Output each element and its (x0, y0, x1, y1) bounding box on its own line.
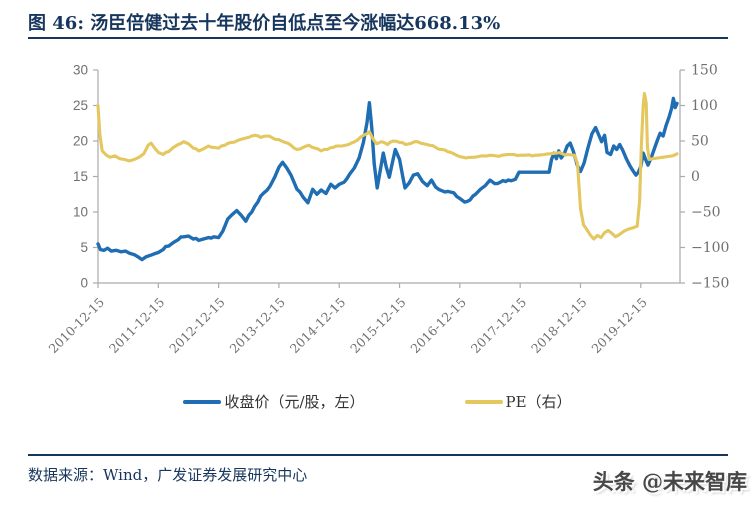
legend-label-close-price: 收盘价（元/股，左） (224, 393, 365, 411)
svg-text:5: 5 (80, 240, 88, 255)
svg-text:0: 0 (80, 276, 88, 291)
svg-text:25: 25 (73, 98, 88, 113)
svg-text:100: 100 (691, 98, 718, 114)
svg-text:2017-12-15: 2017-12-15 (468, 295, 530, 357)
legend-item-close-price: 收盘价（元/股，左） (183, 391, 365, 412)
toutiao-watermark: 头条 @未来智库 (592, 469, 747, 494)
title-divider (28, 37, 728, 39)
footer-divider (28, 454, 728, 456)
svg-text:2016-12-15: 2016-12-15 (407, 295, 469, 357)
chart-legend: 收盘价（元/股，左） PE（右） (0, 391, 755, 412)
svg-text:2018-12-15: 2018-12-15 (528, 295, 590, 357)
svg-text:2014-12-15: 2014-12-15 (287, 295, 349, 357)
data-source-text: 数据来源：Wind，广发证券发展研究中心 (28, 466, 308, 484)
svg-text:2011-12-15: 2011-12-15 (106, 295, 168, 357)
svg-text:10: 10 (73, 205, 88, 220)
svg-text:2012-12-15: 2012-12-15 (166, 295, 228, 357)
legend-item-pe: PE（右） (464, 391, 572, 412)
legend-line-close-price-sample (183, 399, 222, 404)
svg-text:−150: −150 (691, 276, 729, 292)
svg-text:2019-12-15: 2019-12-15 (588, 295, 650, 357)
svg-text:50: 50 (691, 134, 709, 150)
chart-canvas: 0 5 10 15 20 25 30 −150 −100 −50 0 50 100 150 2010-12-… (46, 63, 730, 357)
svg-text:2010-12-15: 2010-12-15 (46, 295, 108, 357)
svg-text:30: 30 (73, 63, 88, 78)
svg-text:15: 15 (73, 169, 88, 184)
svg-text:2013-12-15: 2013-12-15 (226, 295, 288, 357)
svg-text:−100: −100 (691, 240, 729, 256)
legend-line-pe-sample (464, 399, 503, 404)
svg-text:2015-12-15: 2015-12-15 (347, 295, 409, 357)
svg-text:−50: −50 (691, 205, 721, 221)
svg-text:20: 20 (73, 134, 88, 149)
legend-label-pe: PE（右） (505, 393, 572, 411)
svg-text:150: 150 (691, 63, 718, 79)
figure-title: 图 46: 汤臣倍健过去十年股价自低点至今涨幅达668.13% (28, 13, 501, 34)
svg-text:0: 0 (691, 169, 700, 185)
